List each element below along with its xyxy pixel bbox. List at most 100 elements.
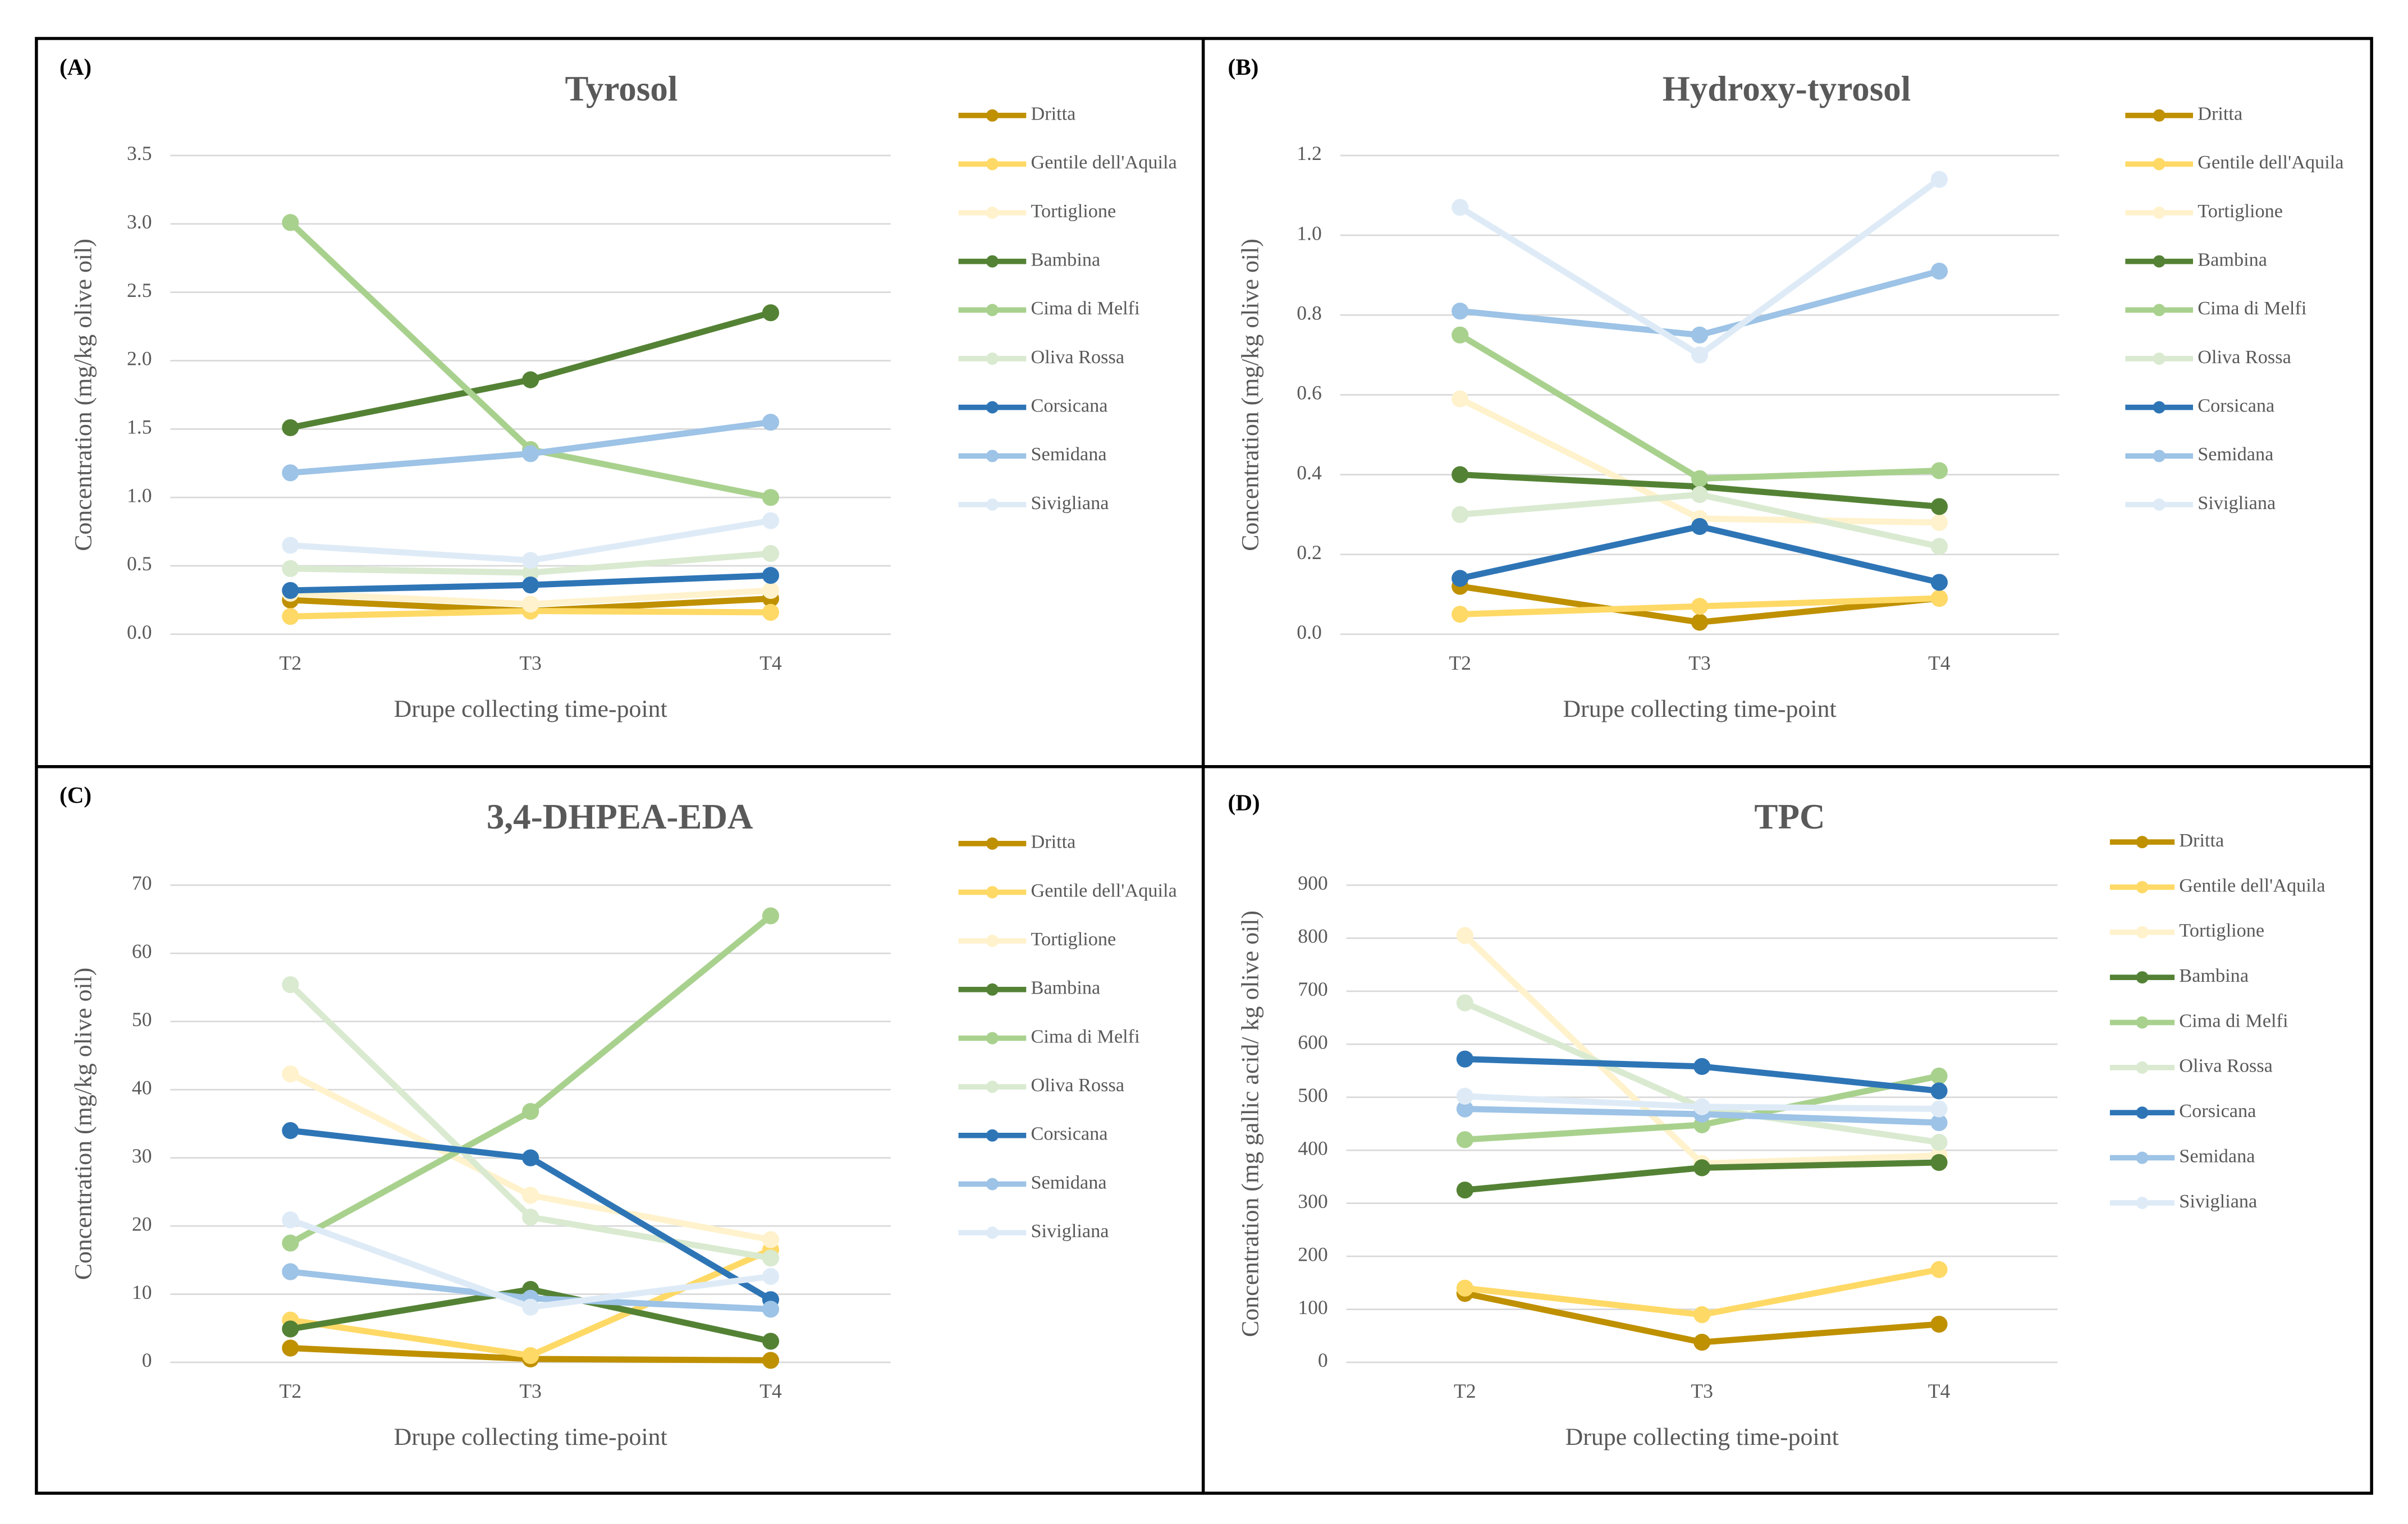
series-line bbox=[290, 309, 772, 431]
legend-marker bbox=[986, 935, 999, 948]
y-tick-label: 800 bbox=[1298, 925, 1327, 948]
y-axis-label: Concentration (mg/kg olive oil) bbox=[70, 968, 97, 1280]
x-axis-label: Drupe collecting time-point bbox=[1563, 695, 1836, 722]
data-point bbox=[1456, 1131, 1473, 1148]
data-point bbox=[762, 1301, 780, 1318]
y-tick-label: 600 bbox=[1298, 1031, 1327, 1053]
data-point bbox=[1456, 994, 1473, 1012]
data-point bbox=[1452, 390, 1469, 408]
data-point bbox=[1691, 518, 1709, 536]
legend-marker bbox=[986, 498, 999, 511]
data-point bbox=[522, 371, 539, 388]
data-point bbox=[282, 1122, 299, 1139]
y-tick-label: 1.2 bbox=[1297, 142, 1322, 164]
data-point bbox=[1452, 466, 1469, 483]
legend-label: Bambina bbox=[1031, 249, 1100, 271]
data-point bbox=[1452, 326, 1469, 344]
data-point bbox=[1930, 574, 1948, 591]
y-tick-label: 0.0 bbox=[127, 621, 152, 643]
data-point bbox=[282, 464, 299, 482]
legend-label: Semidana bbox=[2198, 443, 2273, 465]
legend-marker bbox=[2136, 881, 2149, 894]
y-tick-label: 50 bbox=[132, 1008, 152, 1031]
y-axis-label: Concentration (mg/kg olive oil) bbox=[70, 239, 97, 551]
y-tick-label: 3.5 bbox=[127, 142, 152, 164]
legend-marker bbox=[2153, 353, 2166, 365]
legend-label: Bambina bbox=[2179, 965, 2249, 986]
data-point bbox=[1452, 506, 1469, 523]
legend-marker bbox=[2136, 1196, 2149, 1209]
data-point bbox=[1452, 606, 1469, 623]
x-tick-label: T3 bbox=[1691, 1380, 1713, 1402]
y-tick-label: 3.0 bbox=[127, 210, 152, 233]
data-point bbox=[522, 596, 539, 613]
legend-marker bbox=[2153, 498, 2166, 511]
x-tick-label: T3 bbox=[519, 652, 542, 674]
x-tick-label: T3 bbox=[519, 1380, 542, 1402]
y-tick-label: 0.2 bbox=[1297, 541, 1322, 564]
data-point bbox=[1456, 1181, 1473, 1199]
data-point bbox=[282, 419, 299, 436]
data-point bbox=[1930, 1261, 1948, 1278]
data-point bbox=[282, 976, 299, 994]
legend-label: Tortiglione bbox=[1031, 200, 1116, 222]
data-point bbox=[1452, 570, 1469, 587]
y-tick-label: 2.0 bbox=[127, 347, 152, 370]
data-point bbox=[1691, 346, 1709, 364]
data-point bbox=[522, 1298, 539, 1316]
legend-marker bbox=[986, 207, 999, 219]
legend-label: Sivigliana bbox=[2179, 1191, 2257, 1212]
legend-marker bbox=[986, 1129, 999, 1142]
data-point bbox=[1930, 1082, 1948, 1100]
y-tick-label: 0.6 bbox=[1297, 382, 1322, 404]
x-tick-label: T2 bbox=[1449, 652, 1471, 674]
legend-label: Corsicana bbox=[1031, 395, 1107, 417]
legend-marker bbox=[986, 1032, 999, 1045]
y-axis-label: Concentration (mg gallic acid/ kg olive … bbox=[1237, 910, 1263, 1337]
legend-marker bbox=[986, 109, 999, 122]
data-point bbox=[282, 537, 299, 554]
legend-label: Dritta bbox=[2179, 830, 2224, 851]
data-point bbox=[762, 489, 780, 506]
chart-title: 3,4-DHPEA-EDA bbox=[487, 797, 753, 836]
legend-label: Cima di Melfi bbox=[1031, 298, 1139, 319]
data-point bbox=[762, 1352, 780, 1369]
data-point bbox=[762, 1231, 780, 1248]
data-point bbox=[522, 445, 539, 463]
legend-marker bbox=[2153, 109, 2166, 122]
data-point bbox=[1930, 538, 1948, 555]
legend-label: Semidana bbox=[1031, 443, 1106, 465]
legend-marker bbox=[2136, 1016, 2149, 1029]
y-tick-label: 0.4 bbox=[1297, 461, 1322, 484]
data-point bbox=[1452, 199, 1469, 216]
data-point bbox=[762, 1333, 780, 1350]
data-point bbox=[282, 1339, 299, 1357]
legend-label: Cima di Melfi bbox=[2198, 298, 2306, 319]
legend-marker bbox=[986, 886, 999, 899]
legend-label: Bambina bbox=[2198, 249, 2267, 271]
data-point bbox=[762, 1267, 780, 1285]
y-tick-label: 0 bbox=[142, 1349, 152, 1371]
y-tick-label: 400 bbox=[1298, 1137, 1327, 1159]
data-point bbox=[1930, 1315, 1948, 1333]
y-tick-label: 300 bbox=[1298, 1190, 1327, 1212]
y-tick-label: 30 bbox=[132, 1145, 152, 1167]
legend-label: Oliva Rossa bbox=[1031, 1074, 1124, 1096]
series-line bbox=[1459, 268, 1940, 338]
chart-title: TPC bbox=[1754, 797, 1825, 836]
legend-label: Semidana bbox=[2179, 1145, 2255, 1166]
x-axis-label: Drupe collecting time-point bbox=[394, 695, 667, 722]
data-point bbox=[282, 1320, 299, 1338]
y-tick-label: 900 bbox=[1298, 872, 1327, 894]
legend-marker bbox=[986, 983, 999, 996]
y-tick-label: 1.0 bbox=[1297, 222, 1322, 244]
legend-label: Dritta bbox=[1031, 831, 1075, 853]
legend-marker bbox=[2153, 158, 2166, 171]
x-tick-label: T4 bbox=[759, 652, 782, 674]
data-point bbox=[762, 567, 780, 584]
data-point bbox=[282, 560, 299, 577]
legend-marker bbox=[2136, 926, 2149, 939]
y-tick-label: 0.8 bbox=[1297, 301, 1322, 324]
data-point bbox=[282, 608, 299, 625]
data-point bbox=[522, 576, 539, 594]
